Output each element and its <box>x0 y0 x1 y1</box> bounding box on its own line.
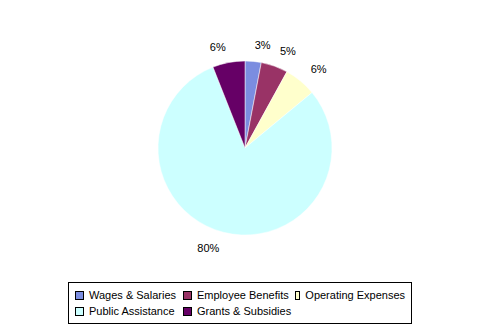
html-text:Grants & Subsidies: Grants & Subsidies <box>197 305 292 317</box>
html-text:Employee Benefits: Employee Benefits <box>197 289 289 301</box>
svg-text:80%: 80% <box>197 242 219 254</box>
html-text:Operating Expenses: Operating Expenses <box>305 289 405 301</box>
svg-text:6%: 6% <box>210 41 226 53</box>
html-text:Public Assistance: Public Assistance <box>89 305 175 317</box>
svg-text:6%: 6% <box>311 63 327 75</box>
html-text:Wages & Salaries: Wages & Salaries <box>89 289 176 301</box>
svg-text:3%: 3% <box>255 39 271 51</box>
svg-text:5%: 5% <box>280 45 296 57</box>
